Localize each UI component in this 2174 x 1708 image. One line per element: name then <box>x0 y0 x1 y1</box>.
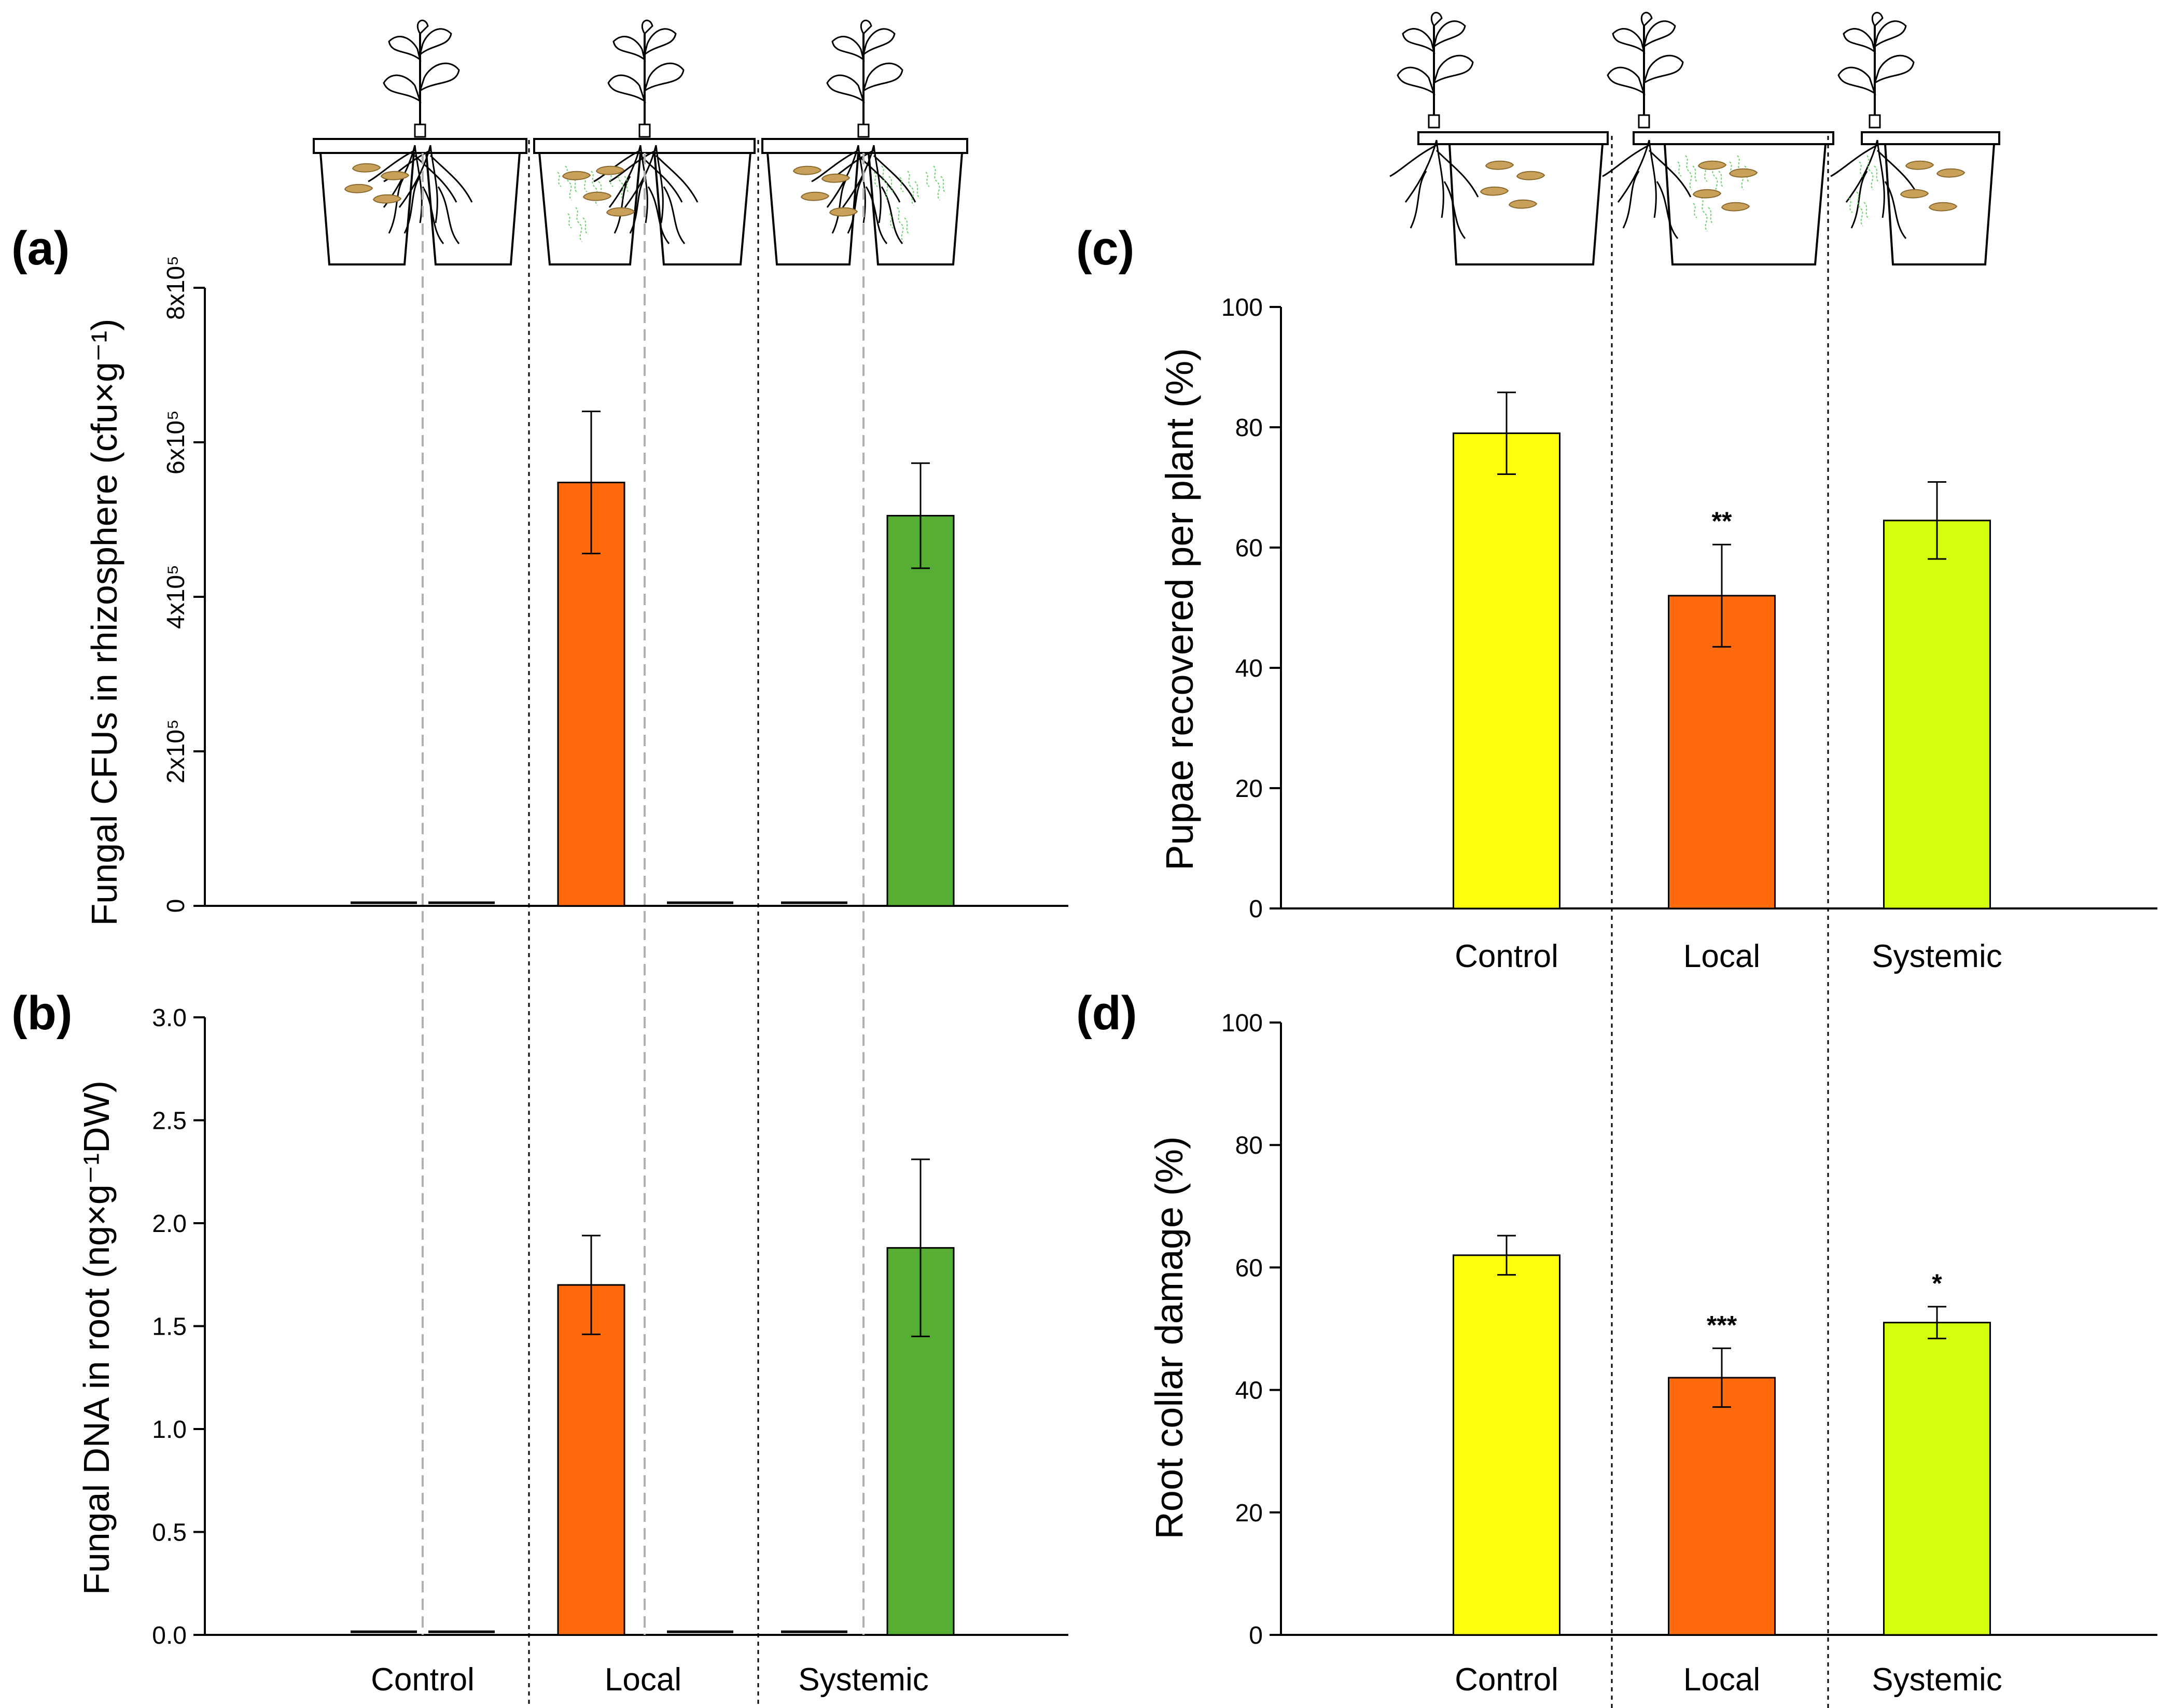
y-tick-label-c: 100 <box>1221 294 1263 321</box>
bar-c-control <box>1453 432 1560 909</box>
bar-d-control <box>1453 1254 1560 1636</box>
chart-panel-a: 0 2x10⁵ 4x10⁵ 6x10⁵ 8x10⁵ <box>162 256 1068 913</box>
y-tick-label-a: 6x10⁵ <box>162 410 190 474</box>
x-category-label-c-local: Local <box>1683 939 1760 974</box>
x-category-label-c-systemic: Systemic <box>1872 939 2002 974</box>
significance-marker-d: *** <box>1707 1310 1737 1339</box>
y-tick-label-b: 0.0 <box>152 1622 187 1649</box>
y-tick-label-d: 100 <box>1221 1010 1263 1037</box>
bar-c-systemic <box>1883 520 1991 909</box>
significance-marker-c: ** <box>1712 507 1732 536</box>
x-category-label-c-control: Control <box>1455 939 1558 974</box>
y-tick-label-b: 1.0 <box>152 1416 187 1444</box>
y-tick-label-c: 60 <box>1235 535 1263 562</box>
pot-illustration-control-cd <box>1389 11 1609 265</box>
y-tick-label-a: 2x10⁵ <box>162 719 190 783</box>
y-tick-label-d: 40 <box>1235 1377 1263 1405</box>
bar-c-local <box>1668 595 1776 909</box>
panel-label-d: (d) <box>1076 987 1137 1040</box>
pot-illustration-systemic-cd <box>1830 11 2000 265</box>
significance-marker-d: * <box>1932 1269 1942 1298</box>
y-tick-label-b: 2.0 <box>152 1210 187 1238</box>
y-tick-label-b: 2.5 <box>152 1108 187 1135</box>
y-tick-label-c: 80 <box>1235 414 1263 442</box>
panel-label-c: (c) <box>1076 222 1134 275</box>
pot-illustration-control-ab <box>313 19 527 265</box>
x-category-label-b-local: Local <box>605 1662 681 1698</box>
bar-d-systemic <box>1883 1322 1991 1636</box>
y-tick-label-a: 8x10⁵ <box>162 256 190 320</box>
y-tick-label-b: 3.0 <box>152 1004 187 1032</box>
y-tick-label-d: 20 <box>1235 1500 1263 1527</box>
bar-a-systemic-right <box>886 515 955 907</box>
bar-b-local-left <box>557 1284 625 1636</box>
pot-illustration-local-ab <box>533 19 756 265</box>
y-axis-title-b: Fungal DNA in root (ng×g⁻¹DW) <box>76 1081 117 1595</box>
chart-panel-b: 0.0 0.5 1.0 1.5 2.0 2.5 3.0 <box>152 1004 1068 1649</box>
y-tick-label-c: 20 <box>1235 775 1263 803</box>
y-tick-label-c: 40 <box>1235 655 1263 682</box>
x-category-label-b-control: Control <box>371 1662 475 1698</box>
x-category-label-d-systemic: Systemic <box>1872 1662 2002 1698</box>
y-axis-title-a: Fungal CFUs in rhizosphere (cfu×g⁻¹) <box>84 319 124 926</box>
y-tick-label-a: 4x10⁵ <box>162 565 190 629</box>
y-tick-label-c: 0 <box>1249 895 1263 923</box>
panel-label-a: (a) <box>11 222 69 275</box>
y-tick-label-a: 0 <box>162 899 190 913</box>
y-axis-title-d: Root collar damage (%) <box>1148 1136 1191 1539</box>
y-tick-label-d: 60 <box>1235 1254 1263 1282</box>
panel-label-b: (b) <box>11 987 72 1040</box>
x-category-label-d-control: Control <box>1455 1662 1558 1698</box>
pot-illustration-systemic-ab <box>761 19 968 265</box>
y-tick-label-b: 1.5 <box>152 1313 187 1341</box>
y-tick-label-b: 0.5 <box>152 1519 187 1547</box>
group-dividers <box>422 136 1829 1708</box>
y-tick-label-d: 80 <box>1235 1132 1263 1159</box>
chart-panel-c: 0 20 40 60 80 100 ** <box>1221 294 2157 923</box>
y-tick-label-d: 0 <box>1249 1622 1263 1649</box>
x-category-label-d-local: Local <box>1683 1662 1760 1698</box>
pot-illustration-local-cd <box>1601 11 1834 265</box>
x-category-label-b-systemic: Systemic <box>798 1662 928 1698</box>
bar-d-local <box>1668 1377 1776 1636</box>
y-axis-title-c: Pupae recovered per plant (%) <box>1158 348 1201 871</box>
